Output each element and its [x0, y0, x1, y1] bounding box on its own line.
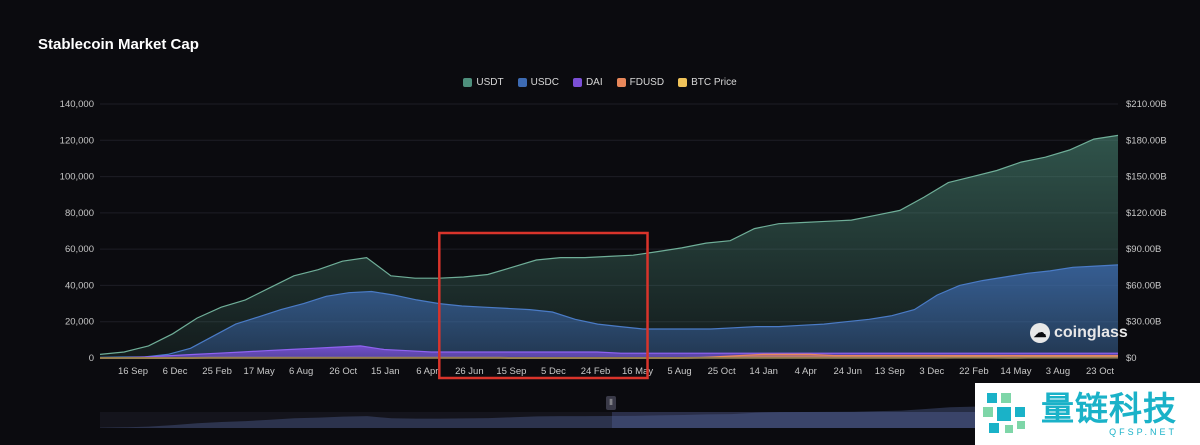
- coinglass-watermark: ☁ coinglass: [1030, 323, 1128, 343]
- y-right-tick-label: $180.00B: [1126, 135, 1167, 146]
- brand-logo-icon: [981, 389, 1031, 439]
- y-left-tick-label: 120,000: [60, 135, 94, 146]
- y-right-tick-label: $120.00B: [1126, 208, 1167, 219]
- chart-legend: USDT USDC DAI FDUSD BTC Price: [0, 77, 1200, 88]
- x-tick-label: 25 Oct: [708, 366, 736, 377]
- brand-url: QFSP.NET: [1109, 427, 1177, 437]
- legend-swatch: [517, 78, 527, 87]
- dai-series-area: [100, 345, 1118, 358]
- navigator-preview: [100, 401, 1120, 428]
- x-tick-label: 26 Oct: [329, 366, 357, 377]
- x-tick-label: 17 May: [244, 366, 275, 377]
- y-right-tick-label: $30.00B: [1126, 317, 1161, 328]
- usdc-series-line: [99, 264, 1119, 358]
- x-tick-label: 3 Dec: [919, 366, 944, 377]
- y-right-tick-label: $90.00B: [1126, 244, 1161, 255]
- x-tick-label: 23 Oct: [1086, 366, 1114, 377]
- x-tick-label: 6 Dec: [163, 366, 188, 377]
- x-tick-label: 3 Aug: [1046, 366, 1070, 377]
- y-left-tick-label: 0: [89, 353, 94, 364]
- x-tick-label: 4 Apr: [795, 366, 817, 377]
- x-tick-label: 14 May: [1000, 366, 1031, 377]
- watermark-text: coinglass: [1054, 324, 1128, 341]
- coinglass-logo-icon: ☁: [1030, 323, 1050, 343]
- y-right-tick-label: $210.00B: [1126, 99, 1167, 110]
- x-tick-label: 15 Jan: [371, 366, 400, 377]
- usdc-series-area: [100, 264, 1118, 358]
- legend-swatch: [463, 78, 473, 87]
- brand-name: 量链科技: [1041, 389, 1177, 428]
- x-tick-label: 16 Sep: [118, 366, 148, 377]
- x-tick-label: 14 Jan: [749, 366, 778, 377]
- y-right-tick-label: $0: [1126, 353, 1137, 364]
- y-right-tick-label: $60.00B: [1126, 280, 1161, 291]
- brand-banner: 量链科技 QFSP.NET: [975, 383, 1200, 445]
- x-tick-label: 13 Sep: [875, 366, 905, 377]
- x-tick-label: 5 Dec: [541, 366, 566, 377]
- x-tick-label: 26 Jun: [455, 366, 484, 377]
- usdt-series-line: [99, 134, 1119, 355]
- y-left-tick-label: 60,000: [65, 244, 94, 255]
- legend-item-btc-price[interactable]: BTC Price: [678, 77, 737, 88]
- chart-title: Stablecoin Market Cap: [38, 36, 199, 53]
- x-tick-label: 25 Feb: [202, 366, 232, 377]
- legend-swatch: [572, 78, 582, 87]
- dai-series-line: [99, 345, 1118, 359]
- y-left-tick-label: 40,000: [65, 280, 94, 291]
- legend-swatch: [616, 78, 626, 87]
- x-tick-label: 16 May: [622, 366, 653, 377]
- legend-item-usdt[interactable]: USDT: [463, 77, 504, 88]
- x-tick-label: 15 Sep: [496, 366, 526, 377]
- x-tick-label: 24 Feb: [581, 366, 611, 377]
- y-left-tick-label: 140,000: [60, 99, 94, 110]
- x-tick-label: 6 Aug: [289, 366, 313, 377]
- legend-swatch: [678, 78, 688, 87]
- y-left-tick-label: 20,000: [65, 317, 94, 328]
- highlight-box: [438, 231, 649, 380]
- x-tick-label: 24 Jun: [833, 366, 862, 377]
- legend-label: USDT: [476, 77, 504, 88]
- x-tick-label: 5 Aug: [667, 366, 691, 377]
- legend-item-fdusd[interactable]: FDUSD: [616, 77, 665, 88]
- legend-label: FDUSD: [629, 77, 665, 88]
- legend-label: USDC: [530, 77, 559, 88]
- legend-item-dai[interactable]: DAI: [572, 77, 603, 88]
- x-tick-label: 22 Feb: [959, 366, 989, 377]
- x-tick-label: 6 Apr: [416, 366, 438, 377]
- navigator-handle[interactable]: ⦀: [606, 396, 616, 410]
- legend-label: DAI: [585, 77, 603, 88]
- y-left-tick-label: 100,000: [60, 172, 94, 183]
- legend-label: BTC Price: [691, 77, 737, 88]
- legend-item-usdc[interactable]: USDC: [517, 77, 559, 88]
- y-right-tick-label: $150.00B: [1126, 172, 1167, 183]
- y-left-tick-label: 80,000: [65, 208, 94, 219]
